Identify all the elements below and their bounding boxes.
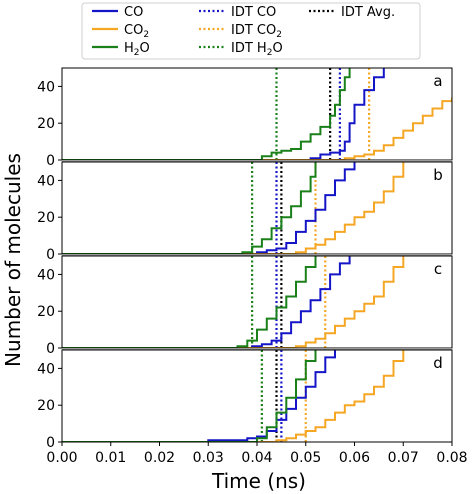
legend-box (81, 2, 421, 60)
panel-c: 0 20 40 c (37, 255, 453, 357)
series-group (62, 350, 405, 442)
y-tick-label: 40 (37, 173, 55, 189)
legend-item-h2o: H2O (92, 41, 150, 58)
y-tick-label: 20 (37, 304, 55, 320)
panel-label: a (433, 72, 442, 90)
legend-item-co: CO (92, 5, 143, 20)
legend-label: CO2 (124, 23, 149, 40)
x-tick-label: 0.04 (241, 450, 272, 466)
series-co2-line (62, 97, 452, 160)
y-tick-label: 0 (46, 435, 55, 451)
panel-separator (62, 348, 452, 350)
series-group (62, 256, 405, 348)
y-tick-label: 0 (46, 341, 55, 357)
x-tick-label: 0.05 (290, 450, 321, 466)
y-tick-label: 40 (37, 79, 55, 95)
series-co2-line (62, 256, 405, 348)
series-group (62, 68, 452, 160)
series-co-line (62, 256, 351, 348)
legend-item-co2: CO2 (92, 23, 149, 40)
x-tick-label: 0.06 (339, 450, 370, 466)
series-h2o-line (62, 162, 317, 254)
panel-d: 0 20 40 d (37, 349, 453, 451)
panel-label: c (434, 260, 442, 278)
x-axis: 0.00 0.01 0.02 0.03 0.04 0.05 0.06 0.07 0.08 (46, 442, 468, 466)
legend-label: IDT CO2 (231, 23, 282, 40)
legend-item-idt-avg: IDT Avg. (309, 5, 395, 20)
panel-b: 0 20 40 b (37, 161, 453, 263)
series-h2o-line (62, 68, 351, 160)
y-tick-label: 20 (37, 210, 55, 226)
panel-label: b (433, 166, 443, 184)
legend-item-idt-co: IDT CO (199, 5, 276, 20)
y-tick-label: 20 (37, 116, 55, 132)
x-tick-label: 0.07 (388, 450, 419, 466)
y-tick-label: 0 (46, 153, 55, 169)
series-co-line (62, 350, 336, 442)
x-tick-label: 0.00 (46, 450, 77, 466)
panel-separator (62, 254, 452, 256)
y-tick-label: 40 (37, 267, 55, 283)
y-axis-label: Number of molecules (1, 153, 25, 367)
legend-label: IDT H2O (231, 41, 283, 58)
series-co-line (62, 68, 385, 160)
legend-label: H2O (124, 41, 150, 58)
y-tick-label: 20 (37, 398, 55, 414)
x-tick-label: 0.01 (95, 450, 126, 466)
series-co-line (62, 162, 356, 254)
y-tick-label: 40 (37, 361, 55, 377)
x-tick-label: 0.03 (193, 450, 224, 466)
series-h2o-line (62, 350, 317, 442)
x-tick-label: 0.08 (436, 450, 467, 466)
x-axis-label: Time (ns) (211, 469, 306, 493)
series-co2-line (62, 350, 405, 442)
legend-label: IDT Avg. (341, 5, 395, 20)
panel-label: d (433, 354, 443, 372)
series-co2-line (62, 162, 405, 254)
y-tick-label: 0 (46, 247, 55, 263)
series-group (62, 162, 405, 254)
legend-label: CO (124, 5, 143, 20)
panel-a: 0 20 40 a (37, 67, 453, 169)
panel-separator (62, 160, 452, 162)
legend-item-idt-co2: IDT CO2 (199, 23, 282, 40)
series-h2o-line (62, 256, 317, 348)
x-tick-label: 0.02 (144, 450, 175, 466)
chart-panels: 0 20 40 a 0 20 40 b 0 20 40 c 0 20 40 d (37, 67, 453, 451)
legend-label: IDT CO (231, 5, 276, 20)
